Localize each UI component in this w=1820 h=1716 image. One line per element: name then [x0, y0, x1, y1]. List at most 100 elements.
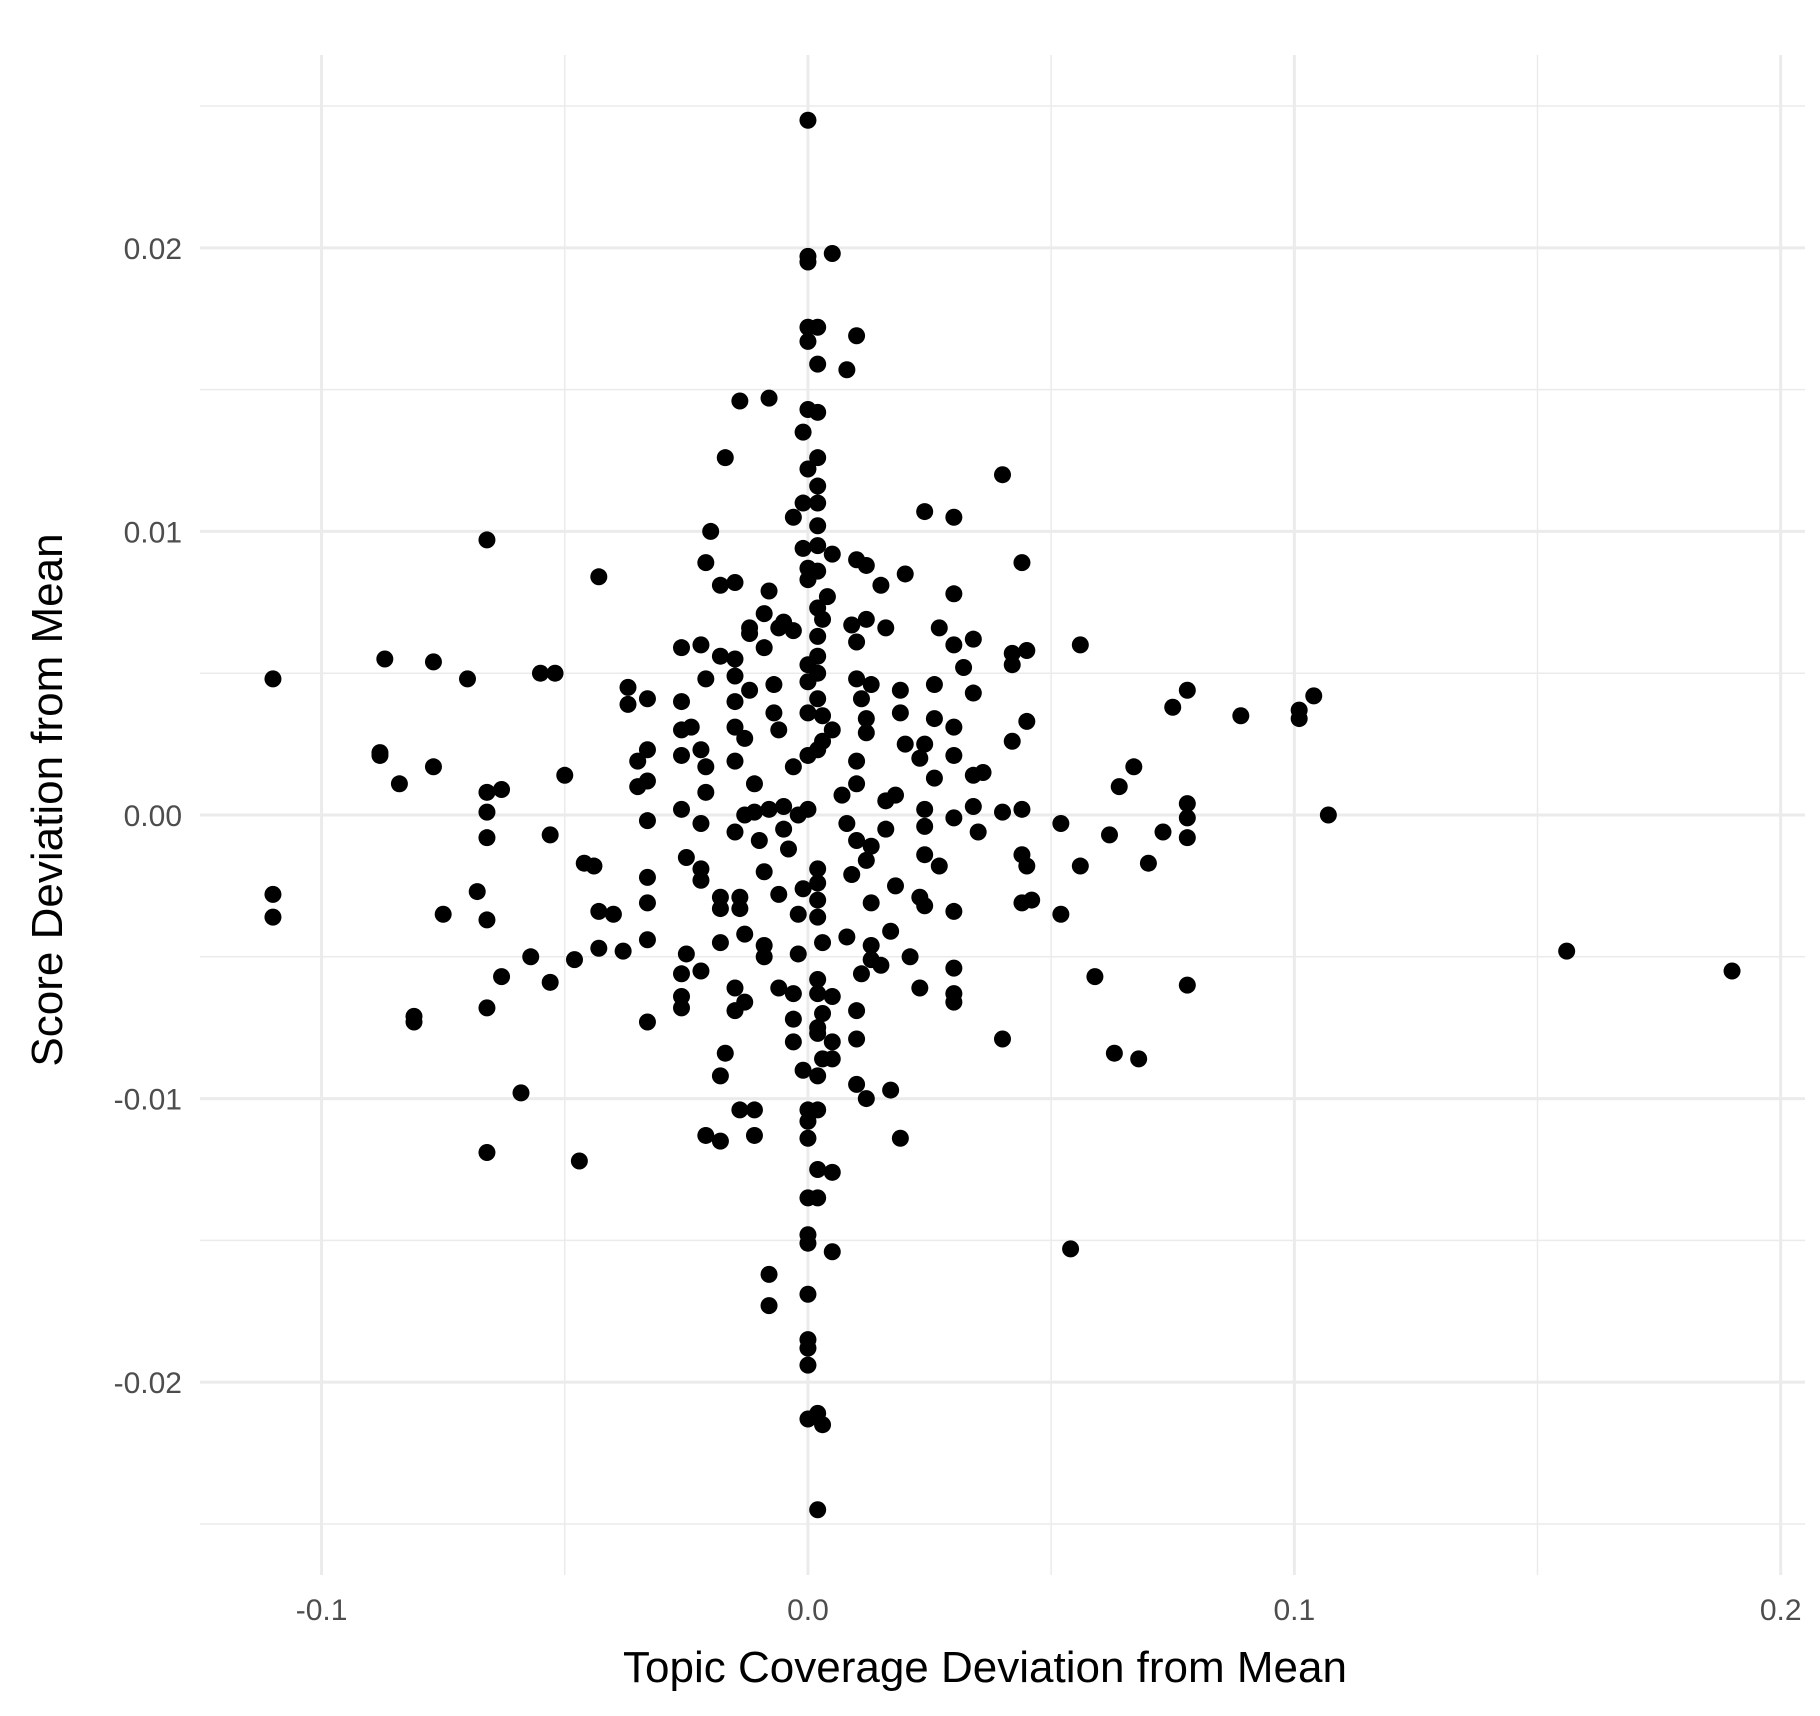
data-point	[848, 1075, 866, 1093]
data-point	[619, 678, 637, 696]
data-point	[823, 1243, 841, 1261]
data-point	[814, 610, 832, 628]
data-point	[823, 545, 841, 563]
data-point	[809, 891, 827, 909]
data-point	[478, 911, 496, 929]
y-axis-title: Score Deviation from Mean	[23, 533, 72, 1066]
data-point	[371, 746, 389, 764]
data-point	[760, 1265, 778, 1283]
grid	[200, 55, 1805, 1575]
data-point	[1018, 712, 1036, 730]
data-point	[614, 942, 632, 960]
data-point	[405, 1013, 423, 1031]
data-point	[862, 837, 880, 855]
data-point	[1101, 826, 1118, 844]
data-point	[857, 556, 875, 574]
data-point	[619, 695, 637, 713]
data-point	[799, 1285, 817, 1303]
data-point	[755, 948, 773, 966]
data-point	[799, 746, 817, 764]
data-point	[711, 900, 729, 918]
data-point	[799, 1112, 817, 1130]
data-point	[745, 1101, 763, 1119]
data-point	[818, 588, 836, 606]
data-point	[823, 721, 841, 739]
data-point	[882, 922, 900, 940]
data-point	[590, 902, 608, 920]
data-point	[848, 1002, 866, 1020]
data-point	[711, 1067, 729, 1085]
data-point	[760, 389, 778, 407]
data-point	[799, 253, 817, 271]
data-point	[697, 670, 715, 688]
data-point	[1232, 707, 1250, 725]
data-point	[799, 1410, 817, 1428]
data-point	[434, 905, 452, 923]
data-point	[794, 1061, 812, 1079]
data-point	[638, 812, 656, 830]
y-tick-label: 0.00	[124, 800, 182, 833]
data-point	[716, 1044, 734, 1062]
data-point	[264, 908, 282, 926]
data-point	[1139, 854, 1157, 872]
data-point	[843, 866, 861, 884]
data-point	[964, 766, 982, 784]
data-point	[857, 610, 875, 628]
data-point	[794, 494, 812, 512]
data-point	[755, 639, 773, 657]
data-point	[916, 800, 934, 818]
data-point	[994, 1030, 1011, 1048]
data-point	[838, 815, 856, 833]
data-point	[745, 1126, 763, 1144]
data-point	[1154, 823, 1172, 841]
data-point	[711, 934, 729, 952]
data-point	[697, 554, 715, 572]
data-point	[726, 718, 744, 736]
data-point	[809, 494, 827, 512]
data-point	[809, 449, 827, 467]
data-point	[697, 783, 715, 801]
data-point	[916, 503, 934, 521]
data-point	[775, 797, 793, 815]
data-point	[794, 423, 812, 441]
data-point	[692, 815, 710, 833]
data-point	[673, 999, 690, 1017]
data-point	[726, 650, 744, 668]
data-point	[809, 403, 827, 421]
data-point	[1178, 809, 1196, 827]
data-point	[493, 780, 511, 798]
data-point	[765, 676, 783, 694]
data-point	[784, 758, 802, 776]
data-point	[945, 993, 963, 1011]
data-point	[711, 1132, 729, 1150]
data-point	[809, 874, 827, 892]
data-point	[770, 721, 788, 739]
data-point	[638, 741, 656, 759]
data-point	[424, 758, 442, 776]
data-point	[1178, 976, 1196, 994]
data-point	[789, 905, 807, 923]
data-point	[969, 823, 987, 841]
data-point	[638, 931, 656, 949]
data-point	[891, 681, 909, 699]
data-point	[848, 832, 866, 850]
data-point	[570, 1152, 588, 1170]
data-point	[882, 1081, 900, 1099]
data-point	[891, 704, 909, 722]
data-point	[833, 786, 851, 804]
data-point	[862, 676, 880, 694]
data-point	[673, 693, 690, 711]
data-point	[891, 1129, 909, 1147]
data-point	[896, 565, 914, 583]
data-point	[755, 863, 773, 881]
data-point	[799, 704, 817, 722]
data-point	[809, 970, 827, 988]
data-point	[264, 885, 282, 903]
data-point	[673, 746, 690, 764]
data-point	[1023, 891, 1041, 909]
data-point	[809, 1501, 827, 1519]
data-point	[901, 948, 919, 966]
data-point	[911, 979, 929, 997]
data-point	[1071, 857, 1089, 875]
data-point	[857, 710, 875, 728]
